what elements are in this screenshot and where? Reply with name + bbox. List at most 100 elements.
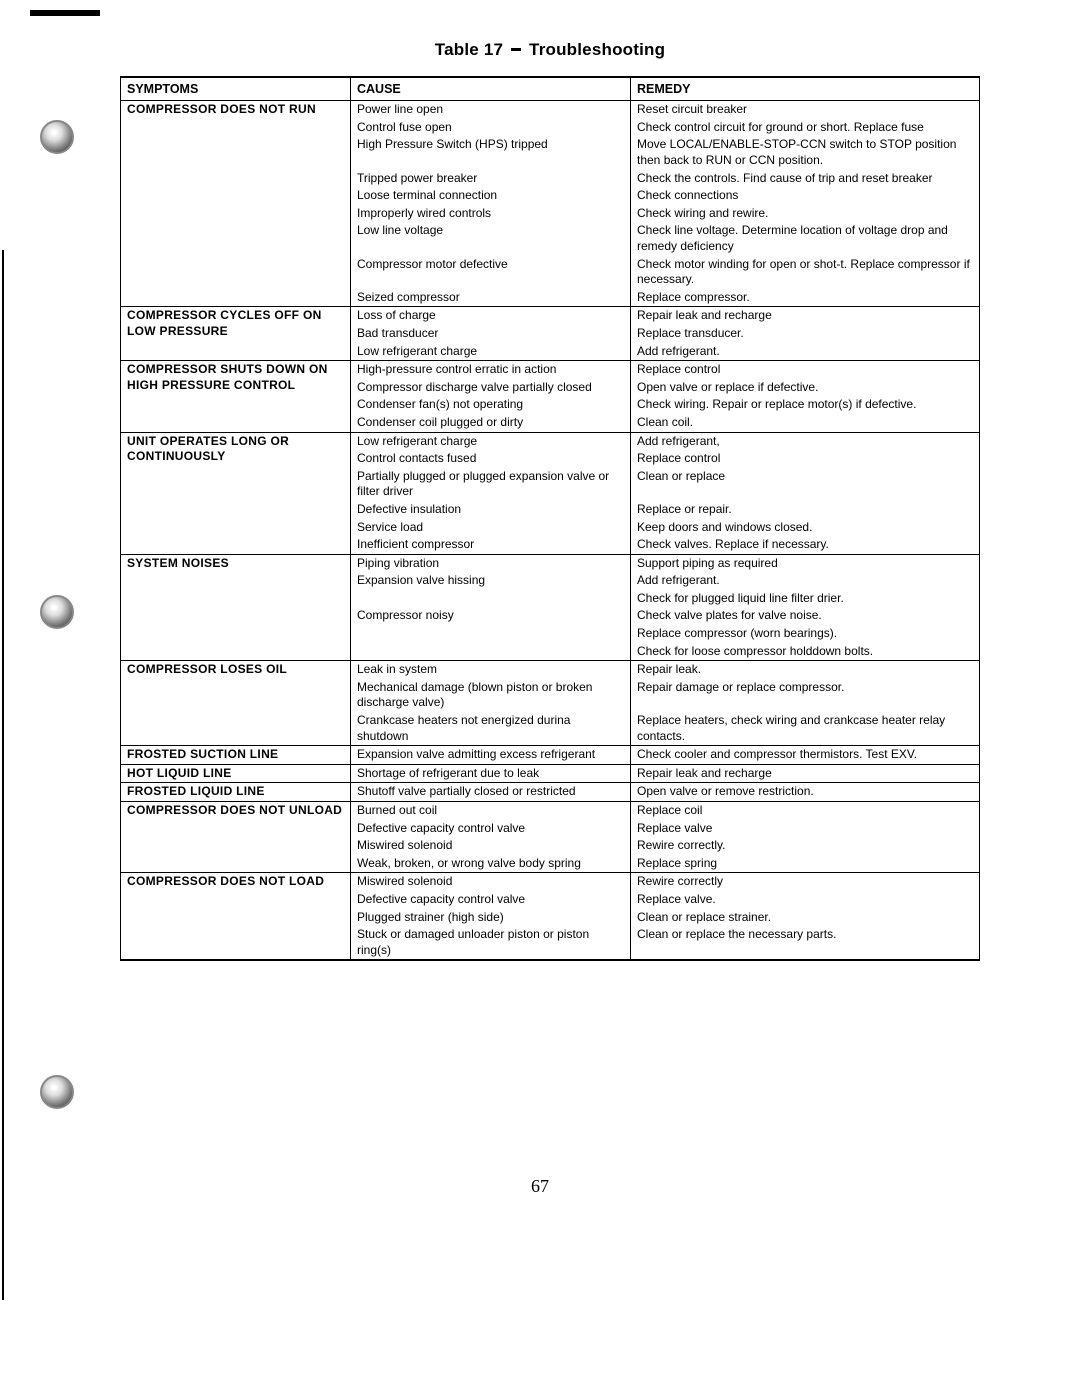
cause-cell: Shutoff valve partially closed or restri…: [351, 783, 631, 802]
cause-cell: Inefficient compressor: [351, 536, 631, 554]
cause-cell: Defective capacity control valve: [351, 820, 631, 838]
remedy-cell: Check for loose compressor holddown bolt…: [631, 643, 980, 661]
remedy-cell: Replace heaters, check wiring and crankc…: [631, 712, 980, 746]
symptom-cell: FROSTED SUCTION LINE: [121, 746, 351, 765]
remedy-cell: Replace control: [631, 361, 980, 379]
cause-cell: Miswired solenoid: [351, 873, 631, 891]
cause-cell: Power line open: [351, 101, 631, 119]
remedy-cell: Reset circuit breaker: [631, 101, 980, 119]
table-row: SYSTEM NOISESPiping vibrationSupport pip…: [121, 554, 980, 572]
remedy-cell: Open valve or remove restriction.: [631, 783, 980, 802]
remedy-cell: Check wiring. Repair or replace motor(s)…: [631, 396, 980, 414]
cause-cell: Crankcase heaters not energized durina s…: [351, 712, 631, 746]
table-header-row: SYMPTOMS CAUSE REMEDY: [121, 77, 980, 101]
cause-cell: Loose terminal connection: [351, 187, 631, 205]
cause-cell: Mechanical damage (blown piston or broke…: [351, 679, 631, 712]
table-row: COMPRESSOR DOES NOT UNLOADBurned out coi…: [121, 802, 980, 820]
cause-cell: Defective capacity control valve: [351, 891, 631, 909]
remedy-cell: Keep doors and windows closed.: [631, 519, 980, 537]
title-suffix: Troubleshooting: [529, 40, 665, 59]
cause-cell: Improperly wired controls: [351, 205, 631, 223]
table-row: FROSTED LIQUID LINEShutoff valve partial…: [121, 783, 980, 802]
cause-cell: Bad transducer: [351, 325, 631, 343]
symptom-cell: COMPRESSOR DOES NOT LOAD: [121, 873, 351, 960]
remedy-cell: Replace coil: [631, 802, 980, 820]
table-row: HOT LIQUID LINEShortage of refrigerant d…: [121, 764, 980, 783]
remedy-cell: Check valves. Replace if necessary.: [631, 536, 980, 554]
cause-cell: Leak in system: [351, 661, 631, 679]
table-row: COMPRESSOR SHUTS DOWN ON HIGH PRESSURE C…: [121, 361, 980, 379]
table-row: COMPRESSOR CYCLES OFF ON LOW PRESSURELos…: [121, 307, 980, 325]
remedy-cell: Rewire correctly: [631, 873, 980, 891]
cause-cell: High-pressure control erratic in action: [351, 361, 631, 379]
cause-cell: Compressor discharge valve partially clo…: [351, 379, 631, 397]
header-remedy: REMEDY: [631, 77, 980, 101]
cause-cell: [351, 590, 631, 608]
symptom-cell: FROSTED LIQUID LINE: [121, 783, 351, 802]
table-row: COMPRESSOR DOES NOT RUNPower line openRe…: [121, 101, 980, 119]
table-title: Table 17 Troubleshooting: [120, 40, 980, 60]
remedy-cell: Clean or replace: [631, 468, 980, 501]
remedy-cell: Add refrigerant.: [631, 572, 980, 590]
cause-cell: Stuck or damaged unloader piston or pist…: [351, 926, 631, 960]
remedy-cell: Add refrigerant,: [631, 432, 980, 450]
table-row: COMPRESSOR DOES NOT LOADMiswired solenoi…: [121, 873, 980, 891]
troubleshooting-table: SYMPTOMS CAUSE REMEDY COMPRESSOR DOES NO…: [120, 76, 980, 961]
cause-cell: Low line voltage: [351, 222, 631, 255]
remedy-cell: Move LOCAL/ENABLE-STOP-CCN switch to STO…: [631, 136, 980, 169]
remedy-cell: Repair leak and recharge: [631, 764, 980, 783]
remedy-cell: Check wiring and rewire.: [631, 205, 980, 223]
remedy-cell: Check line voltage. Determine location o…: [631, 222, 980, 255]
remedy-cell: Check for plugged liquid line filter dri…: [631, 590, 980, 608]
remedy-cell: Replace transducer.: [631, 325, 980, 343]
remedy-cell: Check connections: [631, 187, 980, 205]
remedy-cell: Repair leak.: [631, 661, 980, 679]
cause-cell: Loss of charge: [351, 307, 631, 325]
cause-cell: Weak, broken, or wrong valve body spring: [351, 855, 631, 873]
symptom-cell: SYSTEM NOISES: [121, 554, 351, 661]
cause-cell: Tripped power breaker: [351, 170, 631, 188]
cause-cell: Piping vibration: [351, 554, 631, 572]
remedy-cell: Replace compressor (worn bearings).: [631, 625, 980, 643]
table-body: COMPRESSOR DOES NOT RUNPower line openRe…: [121, 101, 980, 961]
header-cause: CAUSE: [351, 77, 631, 101]
remedy-cell: Clean or replace the necessary parts.: [631, 926, 980, 960]
remedy-cell: Repair leak and recharge: [631, 307, 980, 325]
cause-cell: Expansion valve admitting excess refrige…: [351, 746, 631, 765]
remedy-cell: Check motor winding for open or shot-t. …: [631, 256, 980, 289]
cause-cell: [351, 643, 631, 661]
remedy-cell: Support piping as required: [631, 554, 980, 572]
remedy-cell: Check cooler and compressor thermistors.…: [631, 746, 980, 765]
remedy-cell: Open valve or replace if defective.: [631, 379, 980, 397]
cause-cell: High Pressure Switch (HPS) tripped: [351, 136, 631, 169]
cause-cell: Condenser coil plugged or dirty: [351, 414, 631, 432]
cause-cell: [351, 625, 631, 643]
remedy-cell: Repair damage or replace compressor.: [631, 679, 980, 712]
remedy-cell: Replace spring: [631, 855, 980, 873]
remedy-cell: Clean or replace strainer.: [631, 909, 980, 927]
cause-cell: Compressor noisy: [351, 607, 631, 625]
cause-cell: Control contacts fused: [351, 450, 631, 468]
page-number: 67: [0, 1176, 1080, 1197]
cause-cell: Service load: [351, 519, 631, 537]
symptom-cell: UNIT OPERATES LONG OR CONTINUOUSLY: [121, 432, 351, 554]
remedy-cell: Add refrigerant.: [631, 343, 980, 361]
cause-cell: Control fuse open: [351, 119, 631, 137]
remedy-cell: Check the controls. Find cause of trip a…: [631, 170, 980, 188]
cause-cell: Seized compressor: [351, 289, 631, 307]
cause-cell: Plugged strainer (high side): [351, 909, 631, 927]
remedy-cell: Rewire correctly.: [631, 837, 980, 855]
cause-cell: Shortage of refrigerant due to leak: [351, 764, 631, 783]
symptom-cell: COMPRESSOR DOES NOT UNLOAD: [121, 802, 351, 873]
remedy-cell: Replace or repair.: [631, 501, 980, 519]
cause-cell: Compressor motor defective: [351, 256, 631, 289]
remedy-cell: Replace control: [631, 450, 980, 468]
table-row: FROSTED SUCTION LINEExpansion valve admi…: [121, 746, 980, 765]
remedy-cell: Check control circuit for ground or shor…: [631, 119, 980, 137]
remedy-cell: Replace valve.: [631, 891, 980, 909]
cause-cell: Low refrigerant charge: [351, 432, 631, 450]
remedy-cell: Replace valve: [631, 820, 980, 838]
remedy-cell: Replace compressor.: [631, 289, 980, 307]
cause-cell: Burned out coil: [351, 802, 631, 820]
cause-cell: Miswired solenoid: [351, 837, 631, 855]
